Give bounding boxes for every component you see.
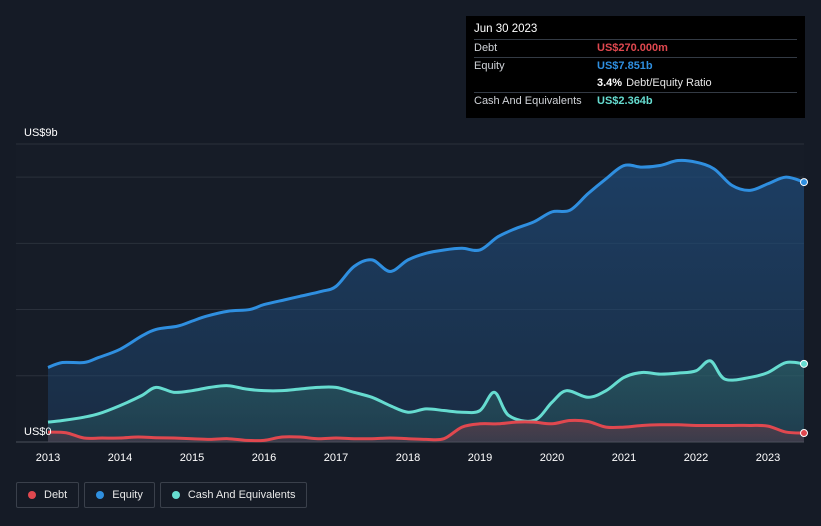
tooltip-value: 3.4% <box>597 77 623 89</box>
x-tick-label: 2021 <box>612 452 636 464</box>
tooltip-label: Equity <box>474 60 505 72</box>
legend-label: Debt <box>44 489 68 501</box>
x-tick-label: 2013 <box>36 452 60 464</box>
x-tick-label: 2014 <box>108 452 132 464</box>
tooltip-suffix: Debt/Equity Ratio <box>626 77 712 89</box>
equity-area <box>48 160 804 443</box>
tooltip-label: Debt <box>474 42 498 54</box>
cash-and-equivalents-endpoint <box>800 359 808 368</box>
x-axis-ticks: 2013 2014 2015 2016 2017 2018 2019 2020 2021 2022… <box>36 452 780 464</box>
y-axis-bottom-label: US$0 <box>24 426 52 438</box>
x-tick-label: 2016 <box>252 452 276 464</box>
legend-label: Cash And Equivalents <box>187 489 296 501</box>
chart-legend: Debt Equity Cash And Equivalents <box>16 482 308 508</box>
x-tick-label: 2017 <box>324 452 348 464</box>
series-lines <box>47 158 805 443</box>
tooltip-value: US$7.851b <box>597 60 653 72</box>
legend-item-equity[interactable]: Equity <box>84 482 155 508</box>
x-tick-label: 2022 <box>684 452 708 464</box>
x-tick-label: 2019 <box>468 452 492 464</box>
series-areas <box>48 160 804 443</box>
tooltip-row-cash: Cash And Equivalents US$2.364b <box>474 92 797 110</box>
x-tick-label: 2018 <box>396 452 420 464</box>
tooltip-date: Jun 30 2023 <box>474 23 538 35</box>
cash-and-equivalents-line <box>47 359 805 424</box>
legend-item-cash[interactable]: Cash And Equivalents <box>159 482 308 508</box>
equity-endpoint <box>800 178 808 187</box>
legend-dot-icon <box>171 491 180 499</box>
tooltip-row-ratio: 3.4% Debt/Equity Ratio <box>474 75 797 92</box>
debt-endpoint <box>800 429 808 438</box>
x-tick-label: 2023 <box>756 452 780 464</box>
tooltip-label <box>474 75 597 92</box>
series-endpoints <box>800 178 808 438</box>
x-tick-label: 2015 <box>180 452 204 464</box>
legend-item-debt[interactable]: Debt <box>16 482 80 508</box>
tooltip-label: Cash And Equivalents <box>474 95 582 107</box>
y-axis-top-label: US$9b <box>24 127 58 139</box>
tooltip-value: US$270.000m <box>597 42 668 54</box>
tooltip-row-equity: Equity US$7.851b <box>474 57 797 75</box>
debt-line <box>47 418 805 443</box>
legend-label: Equity <box>112 489 143 501</box>
cash-and-equivalents-area <box>48 360 804 442</box>
equity-line <box>47 158 805 369</box>
tooltip-value: US$2.364b <box>597 95 653 107</box>
x-tick-label: 2020 <box>540 452 564 464</box>
debt-area <box>48 420 804 442</box>
legend-dot-icon <box>96 491 105 499</box>
tooltip-row-debt: Debt US$270.000m <box>474 39 797 57</box>
legend-dot-icon <box>28 491 36 499</box>
data-tooltip: Jun 30 2023 Debt US$270.000m Equity US$7… <box>466 16 805 118</box>
